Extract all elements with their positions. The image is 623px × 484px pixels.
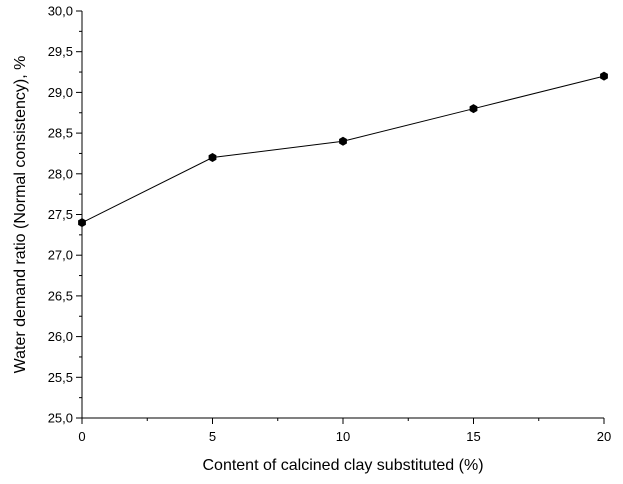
y-tick-label: 30,0 — [48, 4, 73, 19]
y-tick-label: 26,0 — [48, 329, 73, 344]
x-tick-label: 10 — [336, 429, 350, 444]
x-tick-label: 15 — [466, 429, 480, 444]
y-tick-label: 28,5 — [48, 126, 73, 141]
data-point — [600, 71, 608, 81]
x-tick-label: 0 — [78, 429, 85, 444]
x-axis-title: Content of calcined clay substituted (%) — [202, 457, 483, 474]
y-tick-label: 29,0 — [48, 85, 73, 100]
y-tick-label: 27,0 — [48, 248, 73, 263]
data-point — [469, 104, 478, 114]
ticks: 25,0 25,5 26,0 26,5 27,0 27,5 28,0 28,5 29,0 29,5… — [48, 4, 612, 445]
data-point — [78, 218, 86, 228]
y-tick-label: 25,5 — [48, 370, 73, 385]
y-tick-label: 27,5 — [48, 207, 73, 222]
x-tick-label: 5 — [209, 429, 216, 444]
y-tick-label: 29,5 — [48, 44, 73, 59]
y-tick-label: 26,5 — [48, 288, 73, 303]
y-tick-label: 25,0 — [48, 411, 73, 426]
x-tick-label: 20 — [597, 429, 611, 444]
data-point — [208, 153, 217, 163]
data-point — [339, 136, 347, 146]
y-tick-label: 28,0 — [48, 166, 73, 181]
series-line — [81, 75, 605, 224]
series — [78, 71, 608, 228]
y-axis-title: Water demand ratio (Normal consistency),… — [12, 56, 29, 374]
axes — [81, 11, 604, 419]
